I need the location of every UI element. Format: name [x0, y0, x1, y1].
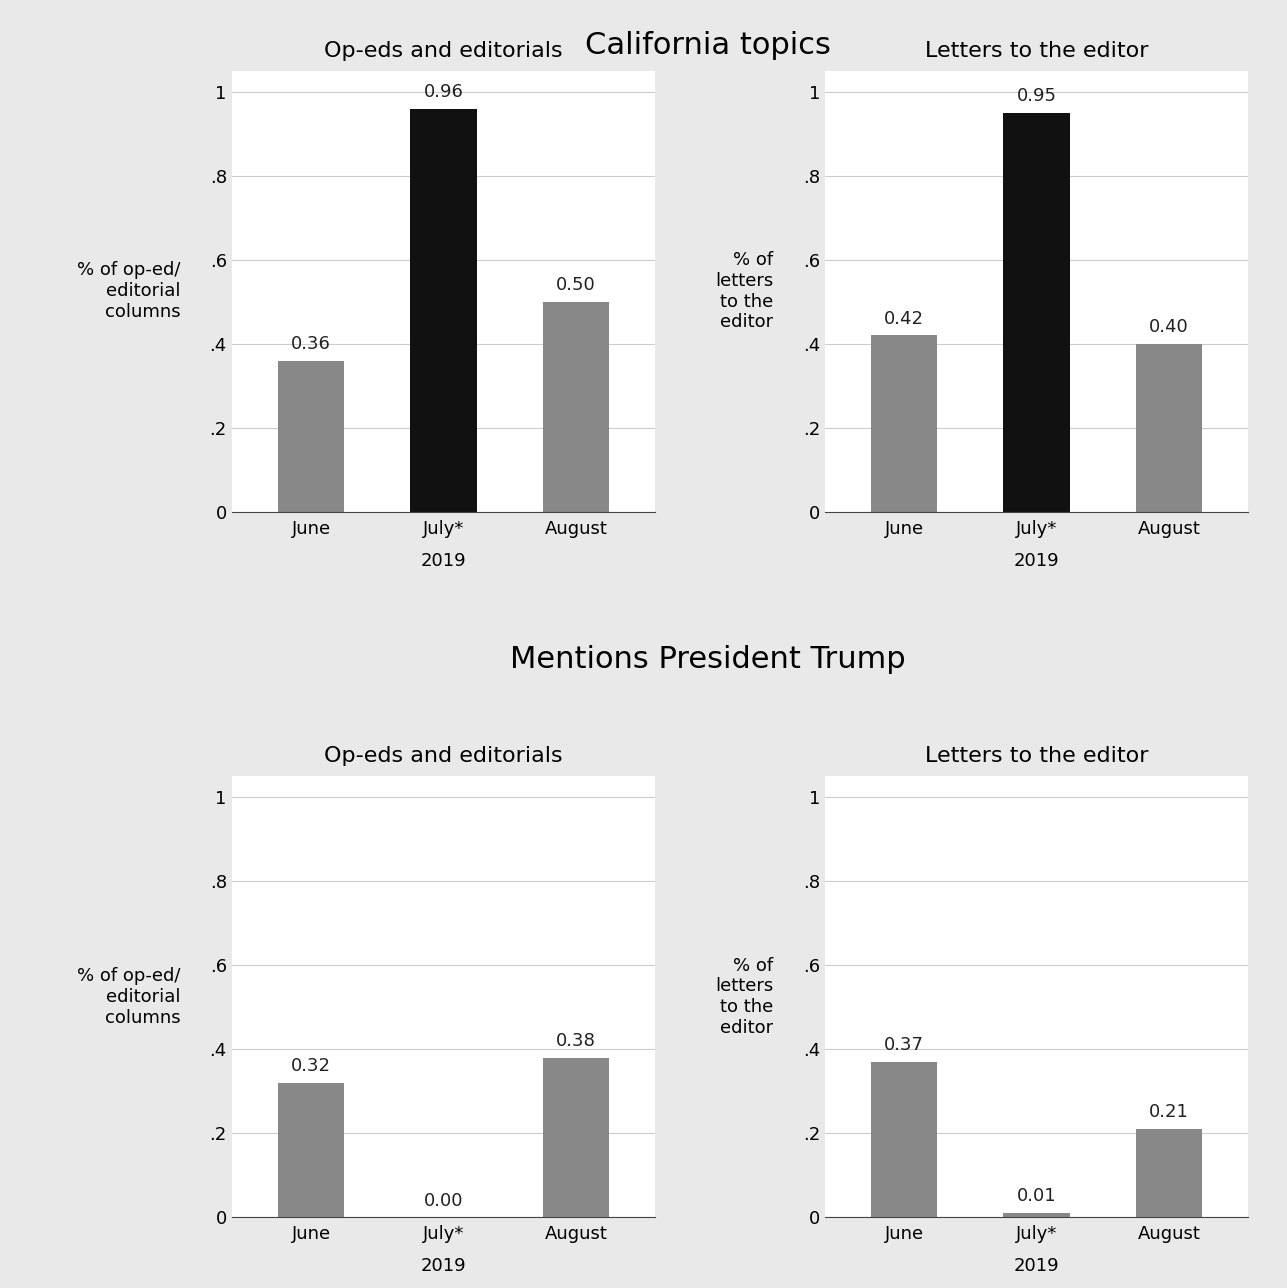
Bar [543, 1057, 609, 1217]
Bar [871, 335, 937, 511]
Text: California topics: California topics [584, 31, 831, 59]
X-axis label: 2019: 2019 [1014, 1257, 1059, 1275]
Bar [871, 1061, 937, 1217]
Text: % of op-ed/
editorial
columns: % of op-ed/ editorial columns [77, 261, 180, 321]
Bar [1004, 113, 1069, 511]
Text: 0.38: 0.38 [556, 1032, 596, 1050]
Text: 0.37: 0.37 [884, 1037, 924, 1055]
Bar [278, 361, 344, 511]
Bar [278, 1083, 344, 1217]
Title: Op-eds and editorials: Op-eds and editorials [324, 41, 562, 61]
Title: Letters to the editor: Letters to the editor [925, 746, 1148, 766]
Text: % of op-ed/
editorial
columns: % of op-ed/ editorial columns [77, 967, 180, 1027]
Bar [411, 108, 476, 511]
Bar [1004, 1213, 1069, 1217]
Text: Mentions President Trump: Mentions President Trump [510, 645, 906, 674]
Bar [1136, 1130, 1202, 1217]
Text: 0.32: 0.32 [291, 1057, 331, 1075]
Text: 0.01: 0.01 [1017, 1188, 1057, 1206]
Text: 0.40: 0.40 [1149, 318, 1189, 336]
Text: 0.96: 0.96 [423, 82, 463, 100]
Title: Letters to the editor: Letters to the editor [925, 41, 1148, 61]
Text: % of
letters
to the
editor: % of letters to the editor [716, 957, 773, 1037]
Title: Op-eds and editorials: Op-eds and editorials [324, 746, 562, 766]
Text: 0.42: 0.42 [884, 310, 924, 328]
Text: 0.36: 0.36 [291, 335, 331, 353]
Text: 0.95: 0.95 [1017, 88, 1057, 106]
X-axis label: 2019: 2019 [1014, 553, 1059, 571]
Text: 0.21: 0.21 [1149, 1104, 1189, 1122]
Text: % of
letters
to the
editor: % of letters to the editor [716, 251, 773, 331]
Bar [543, 301, 609, 511]
Bar [1136, 344, 1202, 511]
X-axis label: 2019: 2019 [421, 553, 466, 571]
Text: 0.00: 0.00 [423, 1191, 463, 1209]
Text: 0.50: 0.50 [556, 276, 596, 294]
X-axis label: 2019: 2019 [421, 1257, 466, 1275]
